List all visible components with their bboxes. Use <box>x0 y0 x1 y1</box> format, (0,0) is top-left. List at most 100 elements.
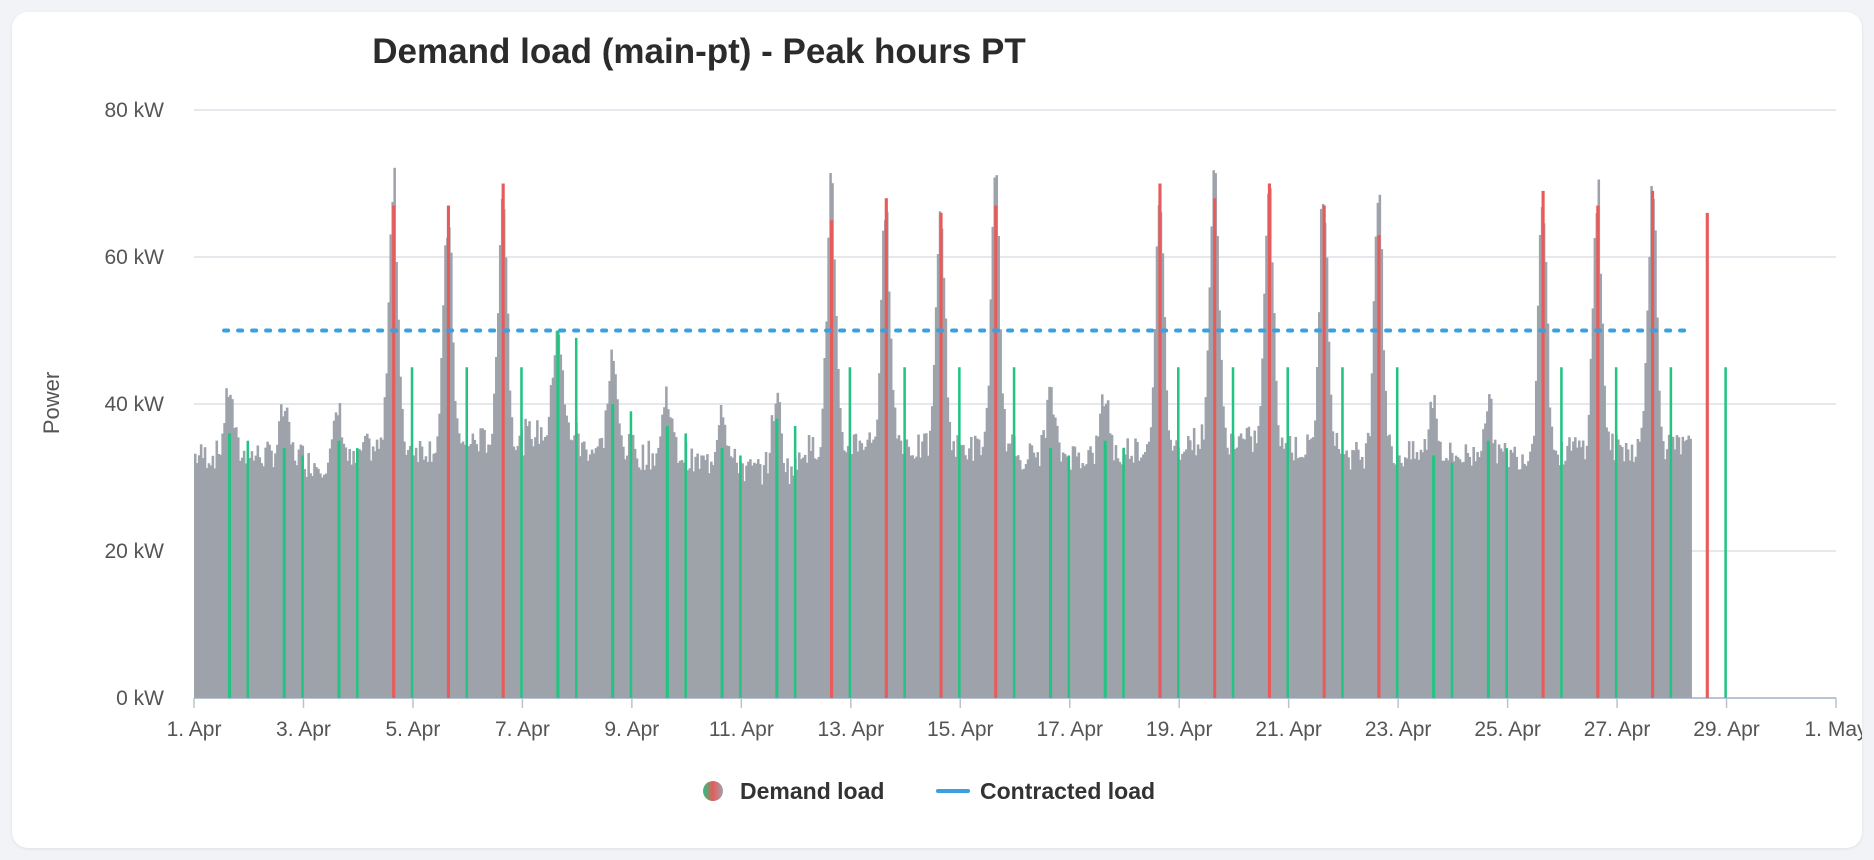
demand-bar <box>1276 425 1280 698</box>
demand-bar <box>278 421 281 698</box>
demand-bar <box>889 338 893 698</box>
demand-bar <box>952 441 956 698</box>
demand-bar <box>657 447 660 698</box>
demand-bar <box>395 261 398 698</box>
demand-bar <box>536 420 539 698</box>
demand-bar <box>1607 431 1610 698</box>
demand-bar <box>778 402 782 698</box>
demand-bar <box>702 455 705 698</box>
demand-bar <box>1001 393 1004 698</box>
demand-bar <box>983 431 987 698</box>
demand-bar <box>1280 437 1284 698</box>
demand-bar <box>897 435 901 698</box>
legend-item-demand-load[interactable]: Demand load <box>703 778 884 804</box>
demand-bar <box>735 462 739 698</box>
demand-bar <box>563 404 567 698</box>
demand-bar <box>272 467 275 698</box>
demand-bar <box>1509 449 1513 698</box>
demand-bar <box>626 455 629 698</box>
demand-bar <box>1544 261 1548 698</box>
demand-bar <box>1507 466 1511 698</box>
demand-bar <box>946 397 950 698</box>
demand-bar <box>1124 454 1128 698</box>
demand-bar <box>811 437 815 698</box>
demand-bar <box>498 245 502 698</box>
demand-bar <box>1687 435 1690 698</box>
demand-bar <box>354 462 357 698</box>
demand-bar <box>1634 456 1638 698</box>
peak-bar <box>1341 367 1344 698</box>
x-tick-label: 17. Apr <box>1036 718 1103 741</box>
peak-bar <box>520 367 523 698</box>
demand-bar <box>311 475 314 698</box>
peak-bar <box>1395 367 1399 698</box>
demand-bar <box>534 437 537 698</box>
demand-bar <box>461 441 465 698</box>
demand-bar <box>195 462 199 698</box>
demand-bar <box>633 448 637 698</box>
demand-bar <box>399 376 402 698</box>
demand-bar <box>532 446 535 698</box>
demand-bar <box>1583 459 1587 698</box>
demand-bar <box>1175 440 1178 698</box>
demand-bar <box>1091 452 1094 698</box>
demand-bar <box>1040 434 1043 698</box>
demand-bar <box>618 423 621 698</box>
demand-bar <box>373 451 377 698</box>
demand-bar <box>1622 461 1626 698</box>
demand-bar <box>1208 287 1212 698</box>
y-tick-label: 40 kW <box>104 393 164 416</box>
demand-bar <box>852 434 856 698</box>
demand-bar <box>932 364 936 698</box>
demand-bar <box>416 461 420 698</box>
demand-bar <box>1347 457 1350 698</box>
demand-bar <box>1501 451 1505 698</box>
demand-bar <box>887 291 891 698</box>
demand-bar <box>573 435 576 698</box>
demand-bar <box>923 433 926 698</box>
demand-bar <box>366 433 369 698</box>
demand-bar <box>1337 449 1341 698</box>
demand-bar <box>766 473 770 698</box>
demand-bar <box>1415 452 1419 698</box>
demand-bar <box>1052 414 1055 698</box>
demand-bar <box>627 434 631 698</box>
demand-bar <box>539 427 543 698</box>
demand-bar <box>790 466 793 698</box>
demand-bar <box>414 447 418 698</box>
demand-bar <box>1617 439 1620 698</box>
peak-bar <box>994 205 998 699</box>
demand-bar <box>999 329 1002 698</box>
demand-bar <box>299 444 303 698</box>
demand-bar <box>1443 460 1446 698</box>
demand-bar <box>1515 456 1518 698</box>
demand-bar <box>231 399 234 698</box>
demand-bar <box>901 453 905 698</box>
demand-bar <box>1425 449 1429 698</box>
demand-bar <box>1495 463 1499 698</box>
demand-bar <box>698 468 701 698</box>
peak-bar <box>1724 367 1727 698</box>
demand-bar <box>1173 445 1176 698</box>
peak-bar <box>1432 455 1436 698</box>
demand-bar <box>614 374 617 698</box>
demand-bar <box>326 462 330 698</box>
demand-bar <box>264 447 267 698</box>
demand-bar <box>240 457 244 698</box>
demand-bar <box>1380 249 1384 698</box>
demand-bar <box>217 454 221 698</box>
legend-item-contracted-load[interactable]: Contracted load <box>936 778 1155 804</box>
demand-bar <box>768 452 772 698</box>
demand-bar <box>833 259 836 698</box>
demand-bar <box>1138 460 1141 698</box>
demand-bar <box>1439 441 1442 698</box>
demand-bar <box>1163 317 1167 698</box>
demand-bar <box>1255 443 1258 698</box>
demand-bar <box>1192 428 1196 698</box>
demand-bar <box>1046 399 1049 698</box>
demand-bar <box>553 355 557 698</box>
demand-bar <box>1572 441 1575 698</box>
demand-bar <box>944 318 948 698</box>
x-tick-label: 9. Apr <box>604 718 659 741</box>
demand-bar <box>844 452 848 698</box>
